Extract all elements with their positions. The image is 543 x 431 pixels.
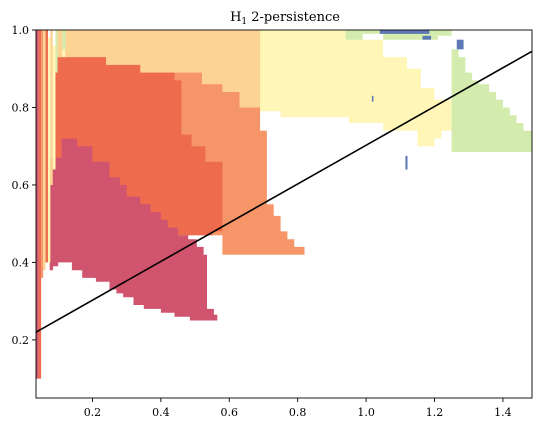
strip-1 <box>38 30 42 379</box>
x-axis: 0.2 0.4 0.6 0.8 1.0 1.2 1.4 <box>84 398 512 419</box>
green-right-region <box>451 49 532 152</box>
strip-4 <box>45 30 48 263</box>
blue-mark-2 <box>456 39 464 50</box>
x-tick-label: 0.2 <box>84 406 102 419</box>
x-tick-label: 1.4 <box>494 406 512 419</box>
y-tick-label: 0.2 <box>12 334 30 347</box>
y-tick-label: 0.8 <box>12 101 30 114</box>
strip-6 <box>50 30 53 185</box>
x-tick-label: 0.6 <box>221 406 239 419</box>
plot-area <box>36 30 532 379</box>
strip-7 <box>52 45 56 170</box>
blue-mark-0 <box>379 30 430 34</box>
x-tick-label: 0.4 <box>152 406 170 419</box>
x-tick-label: 1.0 <box>357 406 375 419</box>
blue-mark-4 <box>371 95 374 102</box>
blue-mark-1 <box>422 35 432 40</box>
axes-frame <box>35 29 533 399</box>
chart-title: H1 2-persistence <box>230 10 340 27</box>
x-tick-label: 0.8 <box>289 406 307 419</box>
y-tick-label: 0.6 <box>12 179 30 192</box>
strip-5 <box>47 37 51 263</box>
x-tick-label: 1.2 <box>426 406 444 419</box>
y-tick-label: 0.4 <box>12 256 30 269</box>
chart-title-main: H <box>230 10 241 25</box>
blue-mark-3 <box>405 155 408 170</box>
y-tick-label: 1.0 <box>12 24 30 37</box>
crimson-region <box>49 138 218 321</box>
diagonal-line <box>35 50 533 333</box>
strip-9 <box>57 30 63 58</box>
strip-8 <box>55 30 58 73</box>
strip-3 <box>43 30 46 271</box>
y-axis: 0.2 0.4 0.6 0.8 1.0 <box>12 24 36 347</box>
strip-2 <box>41 30 44 278</box>
chart-title-subscript: 1 <box>241 17 247 27</box>
chart-title-rest: 2-persistence <box>247 10 340 25</box>
strip-0 <box>36 30 39 379</box>
strip-10 <box>62 30 66 50</box>
